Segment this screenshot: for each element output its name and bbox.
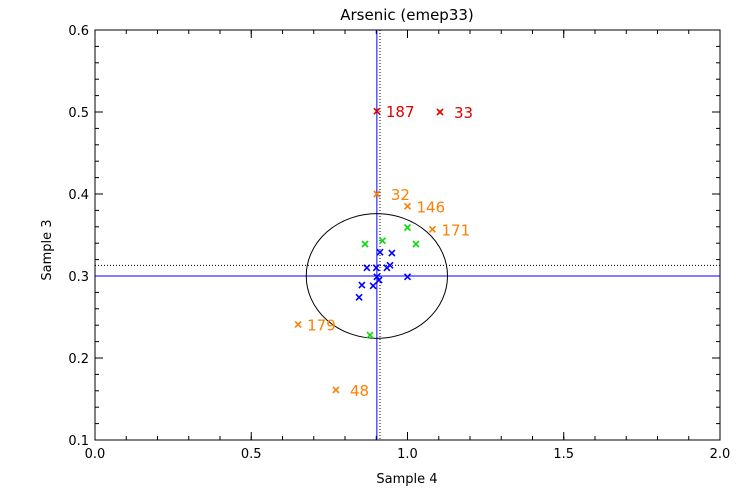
point-label: 171 [442, 221, 471, 239]
point-label: 32 [391, 186, 410, 204]
point-marker [363, 264, 371, 272]
data-point-orange: 179 [294, 316, 336, 334]
y-tick-label: 0.1 [68, 434, 89, 449]
confidence-ellipse [305, 213, 448, 339]
data-point-orange: 32 [373, 186, 410, 204]
data-point-blue [375, 276, 383, 284]
point-marker [428, 225, 437, 233]
y-tick-label: 0.2 [68, 352, 89, 367]
plot-frame [94, 29, 721, 441]
y-tick-label: 0.3 [68, 270, 89, 285]
point-marker [372, 264, 380, 272]
data-point-blue [369, 282, 377, 290]
point-marker [358, 281, 366, 289]
y-axis-label: Sample 3 [40, 219, 55, 280]
data-point-orange: 146 [403, 198, 446, 216]
point-marker [386, 261, 394, 269]
y-tick-label: 0.4 [68, 188, 89, 203]
data-point-green [403, 224, 412, 232]
data-point-blue [386, 261, 394, 269]
point-marker [378, 237, 387, 245]
point-label: 48 [350, 382, 369, 400]
point-marker [376, 248, 384, 256]
data-point-blue [403, 273, 412, 281]
point-marker [366, 331, 374, 339]
point-label: 146 [417, 198, 446, 216]
point-marker [436, 108, 444, 116]
data-point-blue [363, 264, 371, 272]
point-label: 33 [454, 104, 473, 122]
x-tick-label: 0.5 [241, 447, 262, 462]
data-point-red: 33 [436, 104, 473, 122]
data-point-green [378, 237, 387, 245]
x-tick-label: 0.0 [85, 447, 106, 462]
point-marker [294, 320, 302, 328]
data-point-blue [388, 249, 396, 257]
point-label: 187 [386, 103, 415, 121]
data-point-blue [355, 293, 363, 301]
data-point-orange: 171 [428, 221, 471, 239]
point-marker [403, 224, 412, 232]
point-marker [375, 276, 383, 284]
data-point-green [361, 240, 369, 248]
point-marker [403, 273, 412, 281]
data-point-blue [372, 264, 380, 272]
chart-title: Arsenic (emep33) [340, 6, 474, 24]
point-marker [412, 240, 420, 248]
x-tick-label: 1.0 [397, 447, 418, 462]
point-marker [369, 282, 377, 290]
point-marker [373, 190, 381, 198]
x-tick-label: 2.0 [710, 447, 731, 462]
data-point-red: 187 [373, 103, 415, 121]
point-marker [332, 386, 340, 394]
point-marker [373, 107, 381, 115]
data-point-green [412, 240, 420, 248]
point-marker [403, 202, 412, 210]
data-point-green [366, 331, 374, 339]
data-point-blue [358, 281, 366, 289]
data-point-orange: 48 [332, 382, 369, 400]
x-axis-label: Sample 4 [376, 472, 437, 487]
point-marker [355, 293, 363, 301]
point-marker [361, 240, 369, 248]
x-tick-label: 1.5 [553, 447, 574, 462]
data-point-blue [376, 248, 384, 256]
y-tick-label: 0.5 [68, 106, 89, 121]
point-marker [388, 249, 396, 257]
y-tick-label: 0.6 [68, 24, 89, 39]
point-label: 179 [307, 316, 336, 334]
